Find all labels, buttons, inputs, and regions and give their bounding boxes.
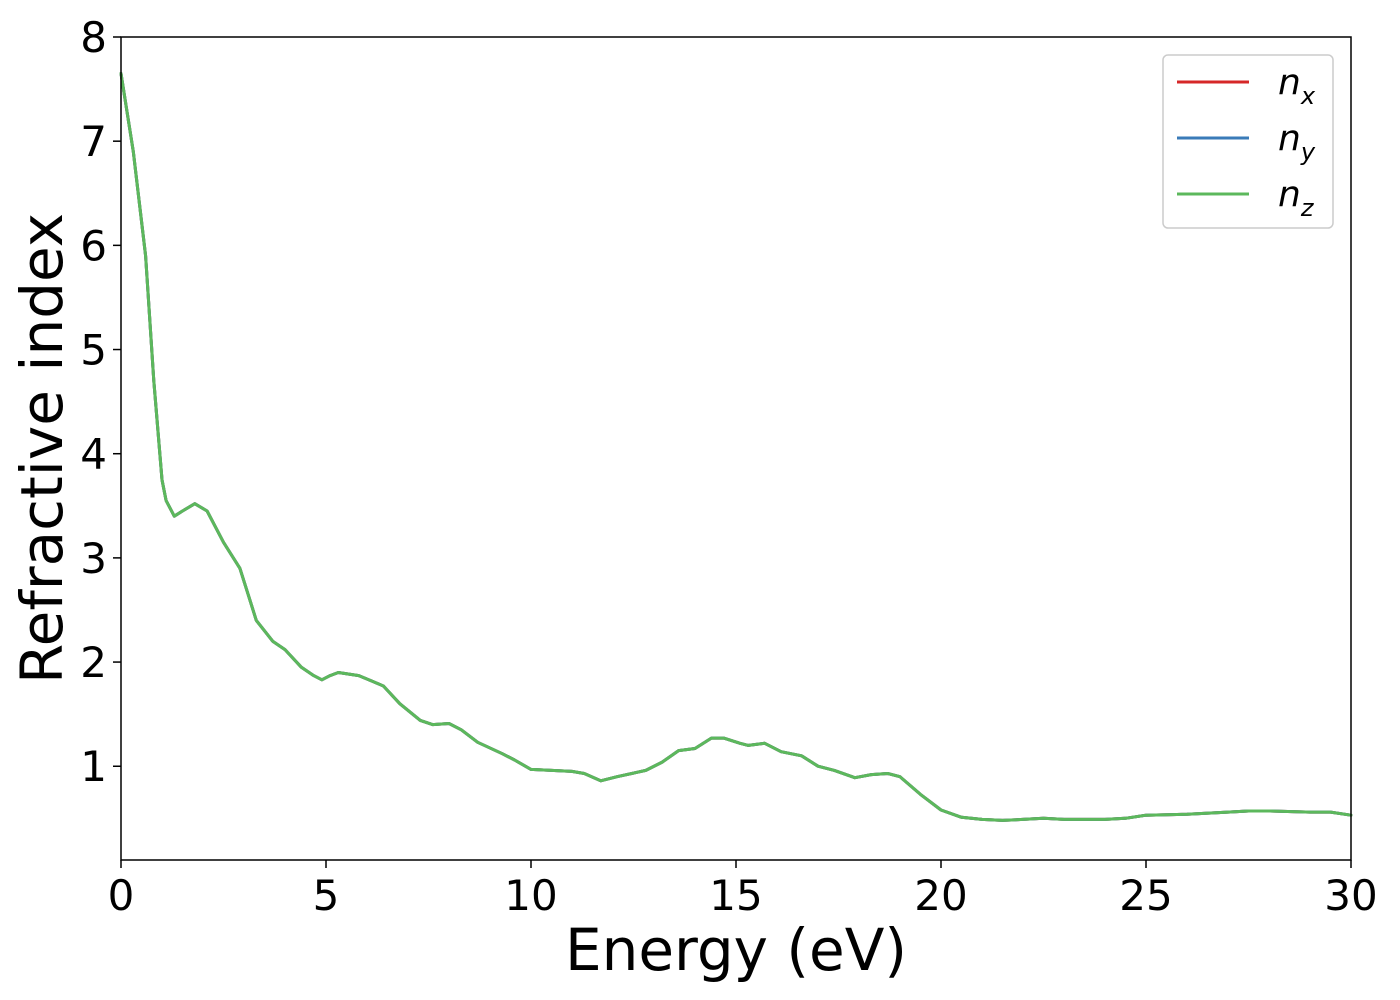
- legend-label-x: nx: [1278, 62, 1316, 110]
- legend-label-base: n: [1278, 174, 1301, 215]
- legend-label-base: n: [1278, 62, 1301, 103]
- legend-label-z: nz: [1278, 174, 1315, 222]
- x-tick-label: 0: [108, 871, 135, 920]
- legend-label-subscript: z: [1300, 194, 1315, 222]
- legend-box: [1162, 54, 1334, 229]
- y-tick-label: 3: [80, 534, 107, 583]
- legend-label-base: n: [1278, 118, 1301, 159]
- y-tick-label: 5: [80, 326, 107, 375]
- x-tick-label: 15: [709, 871, 762, 920]
- legend-label-subscript: y: [1300, 138, 1316, 166]
- plot-series: [119, 72, 1353, 822]
- x-tick-label: 25: [1119, 871, 1172, 920]
- y-tick-label: 2: [80, 638, 107, 687]
- y-tick-label: 7: [80, 117, 107, 166]
- y-axis-label: Refractive index: [8, 213, 76, 684]
- y-tick-label: 1: [80, 742, 107, 791]
- y-tick-label: 4: [80, 430, 107, 479]
- x-tick-label: 10: [504, 871, 557, 920]
- x-tick-label: 20: [914, 871, 967, 920]
- y-tick-label: 8: [80, 13, 107, 62]
- x-tick-label: 30: [1324, 871, 1377, 920]
- legend-label-y: ny: [1278, 118, 1316, 166]
- x-axis-label: Energy (eV): [565, 916, 907, 984]
- legend-label-subscript: x: [1300, 82, 1316, 110]
- y-tick-label: 6: [80, 221, 107, 270]
- x-tick-label: 5: [313, 871, 340, 920]
- axis-ticks: 0 5 10 15 20 25 30 1 2 3 4 5 6 7 8: [80, 13, 1377, 920]
- series-line-z: [119, 72, 1353, 822]
